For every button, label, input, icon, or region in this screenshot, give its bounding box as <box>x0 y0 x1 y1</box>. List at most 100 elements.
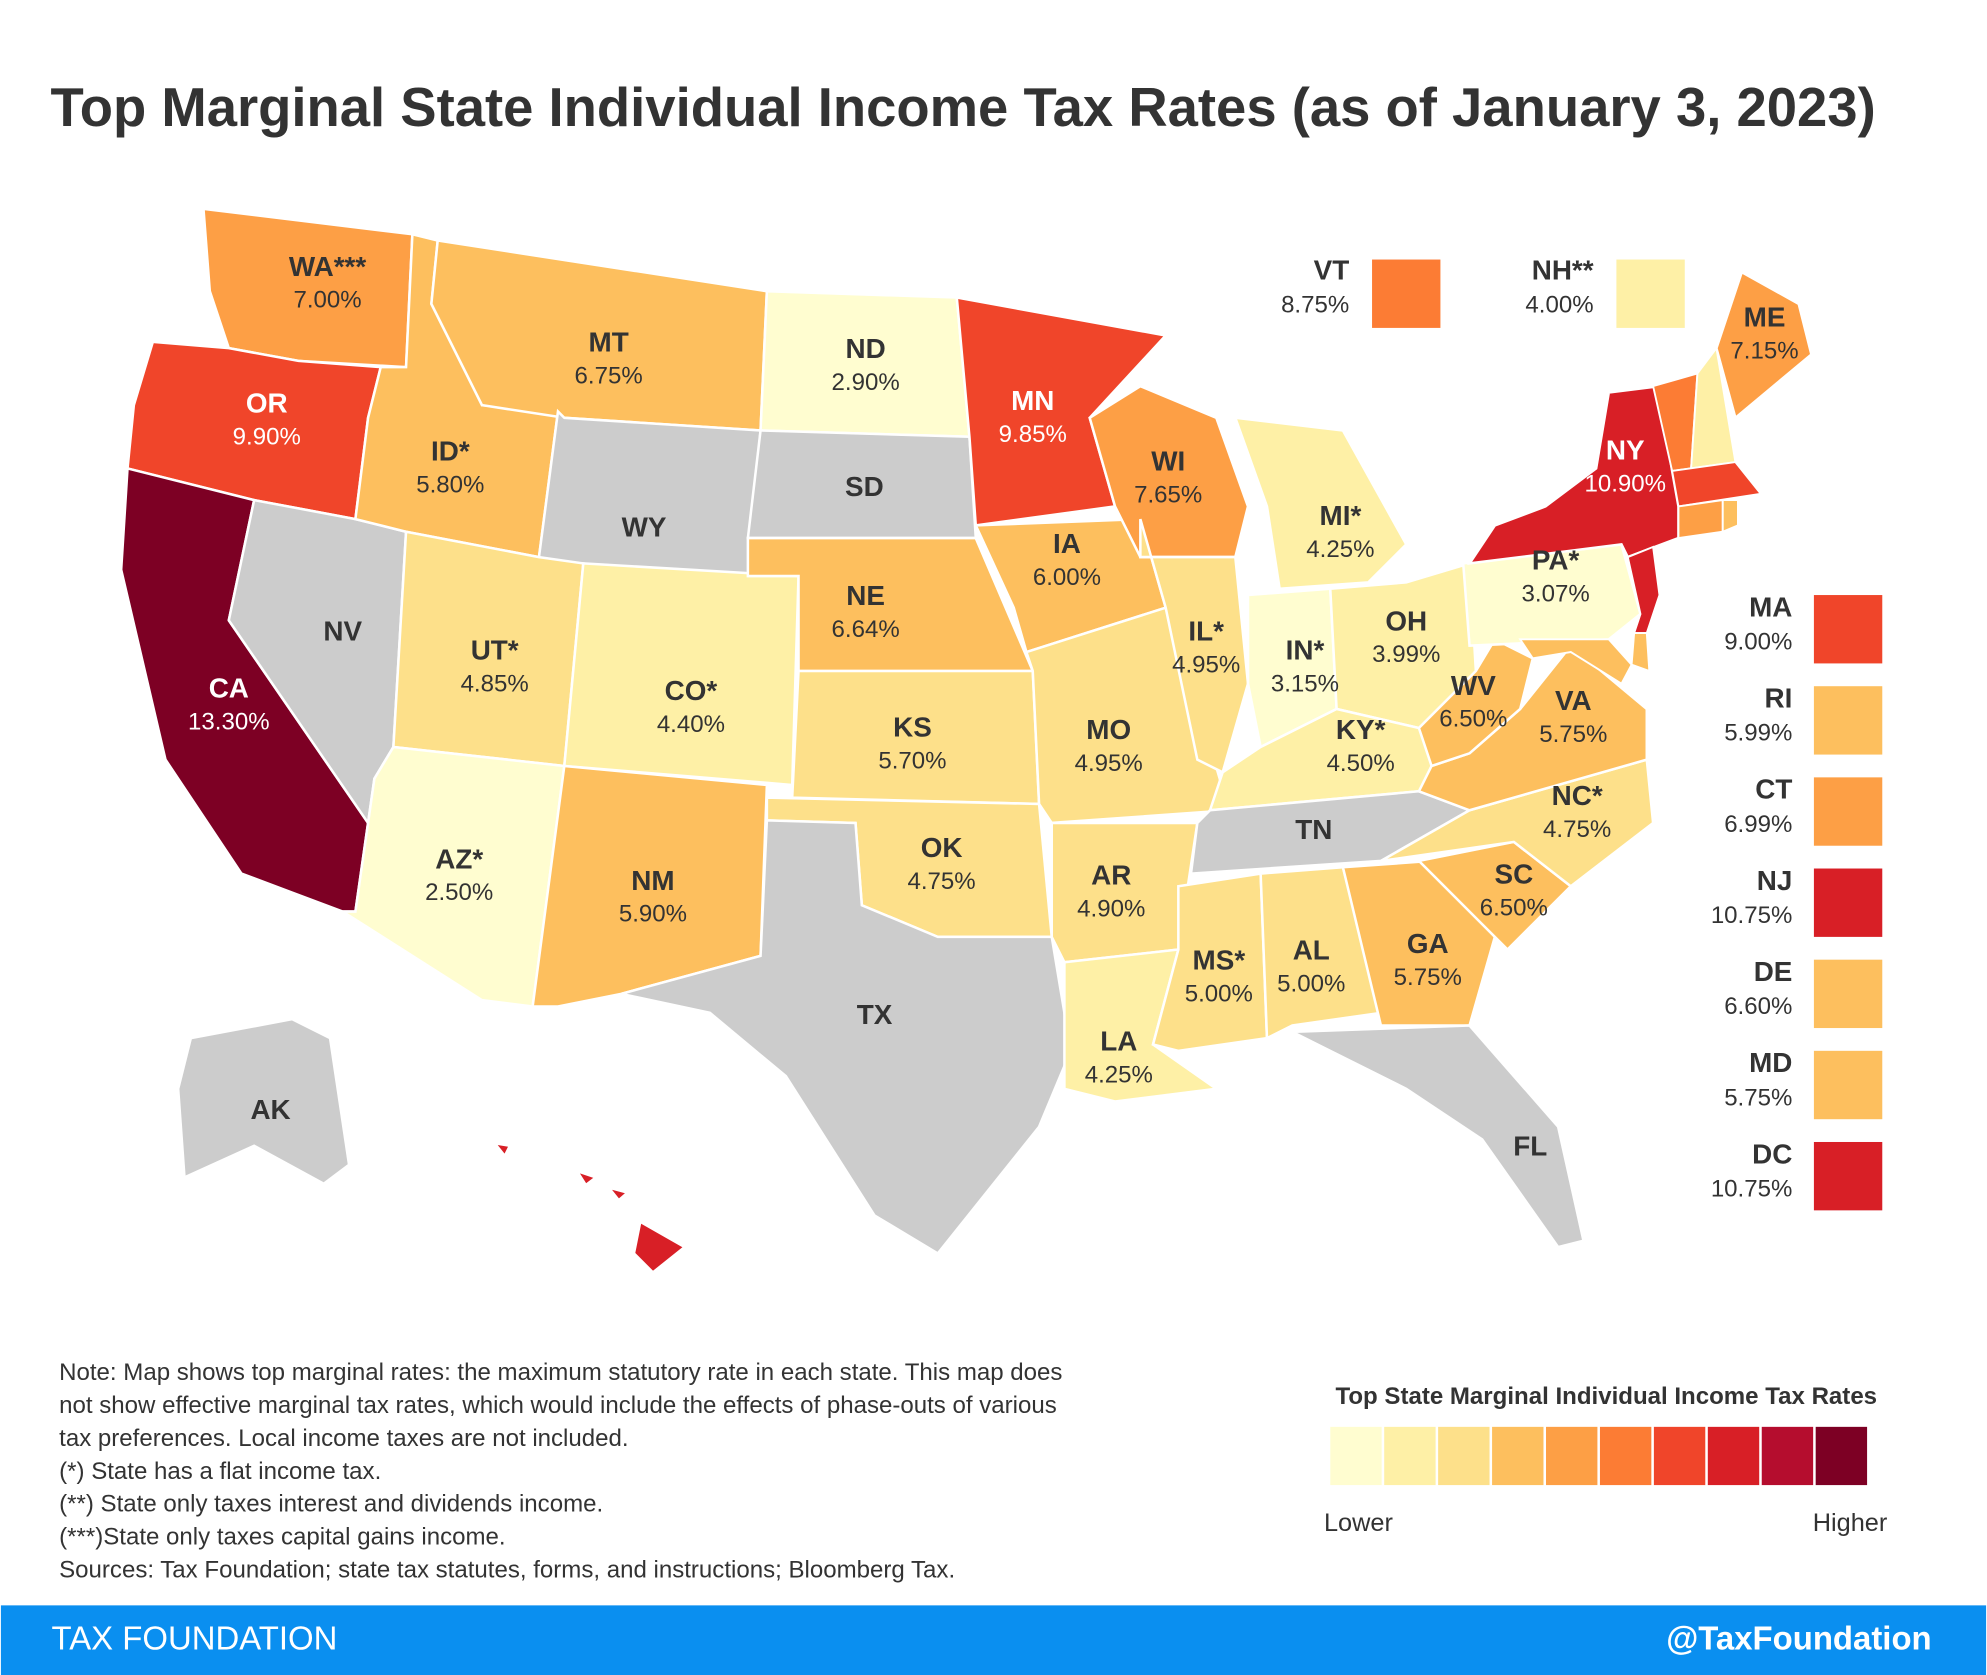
state-rate: 6.50% <box>1480 894 1548 921</box>
state-abbr: VA <box>1555 685 1592 716</box>
state-rate: 4.40% <box>657 711 725 738</box>
state-rate: 5.90% <box>619 901 687 928</box>
callout-rate: 8.75% <box>1281 292 1349 319</box>
callout-abbr: VT <box>1314 255 1350 286</box>
callout-abbr: RI <box>1765 682 1793 713</box>
state-rate: 7.15% <box>1730 337 1798 364</box>
legend-low: Lower <box>1324 1509 1394 1537</box>
state-abbr: KY* <box>1336 714 1386 745</box>
state-abbr: TX <box>857 999 893 1030</box>
state-rate: 6.75% <box>575 363 643 390</box>
legend-swatch <box>1761 1426 1814 1486</box>
state-shape <box>632 1219 687 1275</box>
legend-swatch <box>1492 1426 1544 1486</box>
state-shape <box>573 1168 599 1187</box>
state-abbr: MS* <box>1193 945 1246 976</box>
legend-swatch <box>1546 1426 1598 1486</box>
footer-left: TAX FOUNDATION <box>52 1620 338 1657</box>
callouts: VT 8.75% NH** 4.00% MA 9.00% RI 5.99% CT 6.99% NJ 1… <box>1281 255 1883 1211</box>
callout-abbr: CT <box>1755 774 1792 805</box>
state-abbr: ME <box>1744 301 1786 332</box>
state-abbr: MO <box>1086 714 1131 745</box>
state-rate: 5.00% <box>1185 980 1253 1007</box>
note-line: (***)State only taxes capital gains inco… <box>59 1524 505 1551</box>
callout-rate: 9.00% <box>1724 629 1792 656</box>
note-line: tax preferences. Local income taxes are … <box>59 1425 628 1452</box>
state-rate: 7.00% <box>293 287 361 314</box>
map-labels: WA*** 7.00% OR 9.90% CA 13.30% NV ID* 5.80% MT 6.7… <box>188 251 1799 1257</box>
state-abbr: NE <box>846 580 885 611</box>
footer-bar <box>0 1605 1987 1675</box>
state-rate: 6.64% <box>832 616 900 643</box>
note-line: (**) State only taxes interest and divid… <box>59 1491 603 1518</box>
state-abbr: NV <box>323 615 362 646</box>
callout-rate: 5.99% <box>1724 720 1792 747</box>
callout-abbr: NJ <box>1757 865 1793 896</box>
state-rate: 4.50% <box>1327 750 1395 777</box>
callout-rate: 6.60% <box>1724 993 1792 1020</box>
note-line: not show effective marginal tax rates, w… <box>59 1392 1057 1419</box>
state-shape <box>1715 270 1813 421</box>
state-rate: 13.30% <box>188 708 270 735</box>
state-abbr: KS <box>893 712 932 743</box>
state-rate: 4.90% <box>1077 896 1145 923</box>
callout-swatch <box>1813 1050 1883 1120</box>
state-shape <box>620 819 1073 1256</box>
state-rate: 7.65% <box>1134 482 1202 509</box>
callout-swatch <box>1372 259 1441 328</box>
state-abbr: NY <box>1606 434 1645 465</box>
legend-swatch <box>1384 1426 1436 1486</box>
state-rate: 11.00% <box>527 1230 607 1257</box>
state-abbr: CA <box>209 672 249 703</box>
state-shape <box>176 1017 351 1186</box>
state-abbr: ID* <box>431 436 470 467</box>
state-shape <box>1291 1024 1585 1249</box>
state-abbr: MT <box>589 327 629 358</box>
note-line: (*) State has a flat income tax. <box>59 1458 381 1485</box>
state-abbr: AL <box>1293 934 1330 965</box>
state-rate: 2.90% <box>832 369 900 396</box>
state-rate: 4.25% <box>1306 536 1374 563</box>
callout-rate: 10.75% <box>1711 902 1793 929</box>
state-abbr: PA* <box>1532 544 1580 575</box>
state-shape <box>1259 865 1383 1041</box>
state-shape <box>1721 499 1739 534</box>
callout-rate: 4.00% <box>1525 292 1593 319</box>
state-rate: 4.95% <box>1075 750 1143 777</box>
state-abbr: HI <box>553 1194 581 1225</box>
state-abbr: MN <box>1011 385 1054 416</box>
state-abbr: OK <box>921 832 963 863</box>
map <box>119 207 1813 1275</box>
state-rate: 4.75% <box>1543 816 1611 843</box>
state-shape <box>1139 518 1250 775</box>
callout-rate: 5.75% <box>1724 1084 1792 1111</box>
state-shape <box>1630 632 1651 673</box>
state-rate: 9.85% <box>999 421 1067 448</box>
state-shape <box>1233 416 1408 591</box>
title: Top Marginal State Individual Income Tax… <box>51 77 1876 138</box>
callout-abbr: DC <box>1752 1138 1792 1169</box>
legend-swatch <box>1599 1426 1652 1486</box>
state-rate: 3.15% <box>1271 670 1339 697</box>
state-abbr: IN* <box>1286 634 1325 665</box>
state-abbr: WI <box>1151 446 1185 477</box>
state-shape <box>1088 384 1250 559</box>
legend-swatch <box>1438 1426 1490 1486</box>
state-rate: 3.99% <box>1372 641 1440 668</box>
state-rate: 6.00% <box>1033 564 1101 591</box>
state-abbr: NC* <box>1552 780 1603 811</box>
state-abbr: IL* <box>1188 615 1224 646</box>
callout-swatch <box>1813 959 1883 1029</box>
state-rate: 2.50% <box>425 879 493 906</box>
footer-right: @TaxFoundation <box>1666 1620 1931 1657</box>
state-abbr: OR <box>246 387 288 418</box>
state-abbr: NM <box>631 865 674 896</box>
state-rate: 4.85% <box>461 670 529 697</box>
state-abbr: WY <box>622 512 667 543</box>
state-abbr: SC <box>1495 858 1534 889</box>
state-shape <box>1677 498 1724 540</box>
state-shape <box>1050 821 1199 964</box>
state-rate: 3.07% <box>1522 580 1590 607</box>
state-abbr: FL <box>1513 1131 1547 1162</box>
legend-swatch <box>1707 1426 1760 1486</box>
